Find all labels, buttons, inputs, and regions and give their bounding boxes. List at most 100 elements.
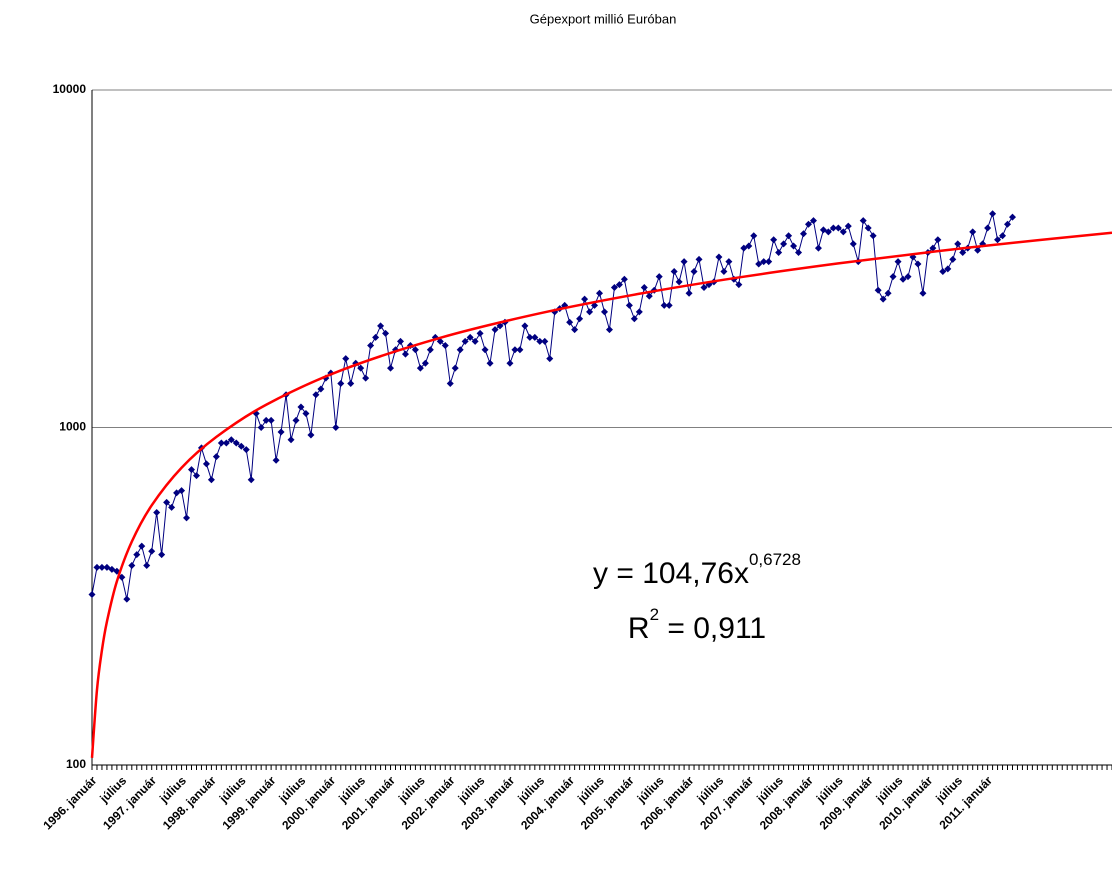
data-point xyxy=(874,286,882,294)
data-point xyxy=(655,273,663,281)
equation: y = 104,76x0,6728 xyxy=(593,550,801,589)
data-point xyxy=(929,244,937,252)
data-point xyxy=(596,289,604,297)
data-point xyxy=(989,210,997,218)
data-point xyxy=(178,487,186,495)
data-point xyxy=(441,341,449,349)
data-point xyxy=(904,273,912,281)
data-point xyxy=(785,232,793,240)
data-point xyxy=(974,246,982,254)
data-point xyxy=(491,326,499,334)
y-tick-label: 100 xyxy=(66,757,86,771)
data-point xyxy=(292,416,300,424)
data-point xyxy=(660,301,668,309)
data-point xyxy=(849,240,857,248)
y-tick-label: 1000 xyxy=(59,420,86,434)
data-point xyxy=(98,563,106,571)
data-point xyxy=(88,591,96,599)
data-point xyxy=(207,476,215,484)
data-point xyxy=(272,456,280,464)
data-point xyxy=(750,232,758,240)
data-point xyxy=(481,346,489,354)
data-point xyxy=(192,472,200,480)
data-point xyxy=(814,244,822,252)
data-point xyxy=(262,416,270,424)
data-point xyxy=(760,258,768,266)
chart-title: Gépexport millió Euróban xyxy=(530,11,677,26)
data-point xyxy=(426,346,434,354)
data-point xyxy=(770,236,778,244)
data-point xyxy=(317,385,325,393)
data-point xyxy=(755,260,763,268)
r-exponent: 2 xyxy=(650,605,659,624)
data-point xyxy=(401,350,409,358)
data-point xyxy=(267,416,275,424)
data-point xyxy=(735,281,743,289)
data-point xyxy=(382,329,390,337)
data-point xyxy=(566,318,574,326)
data-point xyxy=(994,236,1002,244)
data-point xyxy=(476,329,484,337)
data-point xyxy=(183,514,191,522)
data-point xyxy=(581,295,589,303)
data-point xyxy=(367,341,375,349)
data-point xyxy=(212,453,220,461)
data-point xyxy=(640,283,648,291)
data-point xyxy=(396,337,404,345)
data-point xyxy=(362,374,370,382)
data-point xyxy=(844,222,852,230)
equation-text: y = 104,76x xyxy=(593,557,749,590)
data-point xyxy=(889,273,897,281)
r-value: = 0,911 xyxy=(659,612,766,645)
data-point xyxy=(645,292,653,300)
data-point xyxy=(670,267,678,275)
data-point xyxy=(511,346,519,354)
data-point xyxy=(93,563,101,571)
data-point xyxy=(839,228,847,236)
r-squared: R2 = 0,911 xyxy=(628,605,766,644)
data-point xyxy=(153,508,161,516)
data-point xyxy=(217,439,225,447)
data-point xyxy=(690,267,698,275)
data-point xyxy=(357,364,365,372)
data-point xyxy=(128,562,136,570)
data-point xyxy=(133,551,141,559)
data-point xyxy=(795,249,803,257)
data-point xyxy=(451,364,459,372)
data-point xyxy=(999,232,1007,240)
data-point xyxy=(163,498,171,506)
data-point xyxy=(959,249,967,257)
data-point xyxy=(536,337,544,345)
data-point xyxy=(297,403,305,411)
data-point xyxy=(312,391,320,399)
data-point xyxy=(411,346,419,354)
data-point xyxy=(232,439,240,447)
data-point xyxy=(824,228,832,236)
data-point xyxy=(615,281,623,289)
data-point xyxy=(934,236,942,244)
data-point xyxy=(118,573,126,581)
data-point xyxy=(466,333,474,341)
data-point xyxy=(461,337,469,345)
data-point xyxy=(237,442,245,450)
data-point xyxy=(725,258,733,266)
data-point xyxy=(372,333,380,341)
trend-line xyxy=(90,231,1112,758)
data-point xyxy=(775,249,783,257)
data-point xyxy=(780,240,788,248)
data-point xyxy=(586,308,594,316)
data-point xyxy=(307,431,315,439)
data-point xyxy=(521,322,529,330)
data-point xyxy=(446,380,454,388)
data-point xyxy=(685,289,693,297)
data-point xyxy=(884,289,892,297)
data-point xyxy=(277,428,285,436)
y-tick-label: 10000 xyxy=(53,82,87,96)
data-point xyxy=(337,380,345,388)
data-point xyxy=(944,265,952,273)
data-point xyxy=(914,260,922,268)
data-point xyxy=(287,436,295,444)
data-point xyxy=(740,244,748,252)
data-point xyxy=(227,436,235,444)
